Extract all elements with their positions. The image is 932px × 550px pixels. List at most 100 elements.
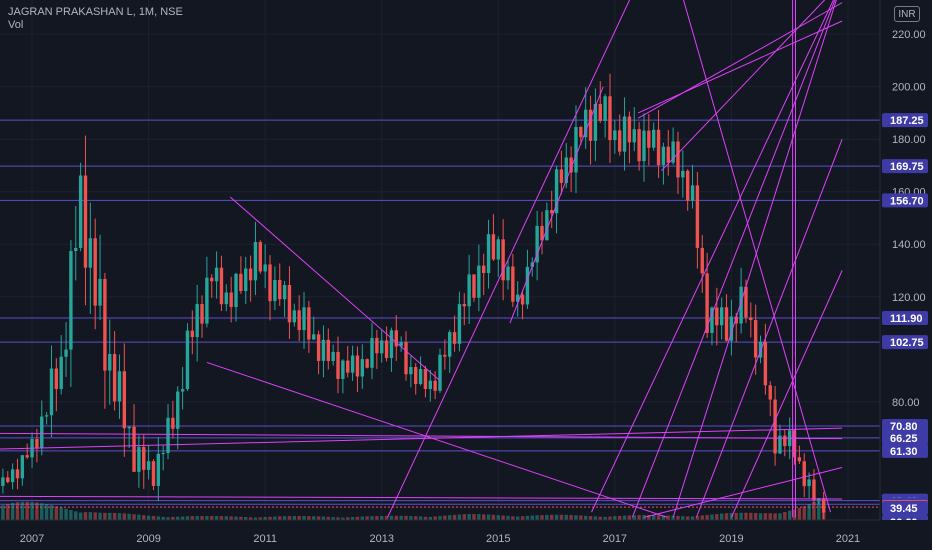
candle-body: [375, 338, 379, 354]
candle-body: [443, 354, 447, 357]
volume-bar: [375, 516, 379, 520]
volume-bar: [617, 515, 622, 520]
candle-body: [491, 234, 496, 260]
volume-bar: [642, 515, 646, 520]
volume-bar: [414, 516, 418, 520]
volume-bar: [768, 513, 772, 520]
volume-bar: [69, 510, 73, 520]
volume-bar: [355, 516, 360, 520]
volume-bar: [685, 516, 690, 520]
volume-bar: [773, 513, 777, 520]
volume-bar: [404, 515, 408, 520]
candle-body: [685, 170, 690, 201]
volume-bar: [812, 501, 816, 520]
candle-body: [433, 380, 437, 391]
volume-bar: [477, 514, 481, 520]
volume-bar: [244, 517, 248, 520]
price-level-tag-bg: [882, 430, 928, 445]
candle-body: [647, 130, 651, 148]
time-tick-label: 2017: [603, 533, 627, 545]
candle-body: [423, 369, 428, 390]
volume-bar: [569, 515, 573, 520]
price-level-tag: 156.70: [890, 195, 924, 207]
candle-body: [496, 239, 500, 260]
candle-body: [681, 170, 685, 178]
volume-bar: [35, 502, 39, 520]
volume-bar: [229, 516, 233, 520]
candle-body: [749, 317, 753, 321]
trend-line: [643, 466, 843, 518]
price-level-tag-bg: [882, 113, 928, 128]
price-level-tag: 169.75: [890, 161, 924, 173]
volume-bar: [234, 516, 238, 520]
trend-line: [0, 495, 843, 500]
candle-body: [341, 360, 345, 379]
volume-bar: [380, 516, 384, 520]
candle-body: [161, 453, 165, 455]
candle-body: [583, 109, 588, 138]
candle-body: [603, 96, 607, 121]
candle-body: [428, 380, 432, 390]
volume-bar: [807, 504, 811, 520]
volume-bar: [797, 508, 802, 520]
candle-body: [49, 368, 54, 416]
time-tick-label: 2015: [486, 533, 510, 545]
volume-bar: [564, 514, 568, 520]
time-tick-label: 2019: [719, 533, 743, 545]
candle-body: [540, 225, 544, 241]
candle-body: [545, 210, 549, 241]
volume-bar: [74, 511, 78, 520]
volume-bar: [734, 512, 738, 520]
volume-bar: [321, 516, 326, 520]
candle-body: [705, 273, 709, 333]
candle-body: [370, 338, 374, 368]
volume-bar: [700, 515, 704, 520]
volume-bar: [496, 515, 500, 520]
candle-body: [802, 461, 806, 487]
candle-body: [195, 304, 199, 338]
volume-bar: [20, 501, 25, 520]
volume-bar: [10, 502, 15, 520]
candle-body: [137, 446, 141, 472]
volume-bar: [88, 512, 93, 520]
price-level-tag-bg: [882, 335, 928, 350]
candle-body: [180, 389, 185, 392]
candle-body: [695, 185, 700, 248]
volume-bar: [462, 514, 466, 520]
candle-body: [248, 268, 253, 281]
volume-bar: [394, 515, 398, 520]
volume-bar: [103, 512, 107, 520]
candle-body: [753, 320, 758, 358]
volume-bar: [292, 516, 297, 520]
price-level-tag: 61.30: [890, 446, 918, 458]
volume-bar: [676, 515, 680, 520]
candle-body: [501, 239, 505, 281]
volume-bar: [632, 515, 636, 520]
volume-bar: [287, 516, 292, 520]
volume-bar: [253, 517, 258, 520]
volume-bar: [583, 515, 588, 520]
volume-bar: [656, 515, 661, 520]
volume-bar: [282, 516, 287, 520]
volume-bar: [753, 513, 758, 520]
candle-body: [734, 316, 738, 324]
candle-body: [224, 292, 229, 305]
price-level-tag-bg: [882, 418, 928, 433]
volume-bar: [443, 515, 447, 520]
volume-bar: [540, 515, 544, 520]
currency-badge[interactable]: INR: [894, 6, 920, 22]
candle-body: [316, 334, 321, 361]
candle-body: [166, 417, 170, 454]
candle-body: [380, 340, 384, 354]
candle-body: [321, 339, 326, 361]
candle-body: [608, 96, 612, 141]
candle-body: [792, 430, 797, 458]
volume-bar: [210, 516, 214, 520]
candle-body: [763, 341, 768, 386]
candle-body: [384, 340, 389, 359]
trend-line: [206, 361, 668, 518]
candle-body: [472, 274, 476, 298]
